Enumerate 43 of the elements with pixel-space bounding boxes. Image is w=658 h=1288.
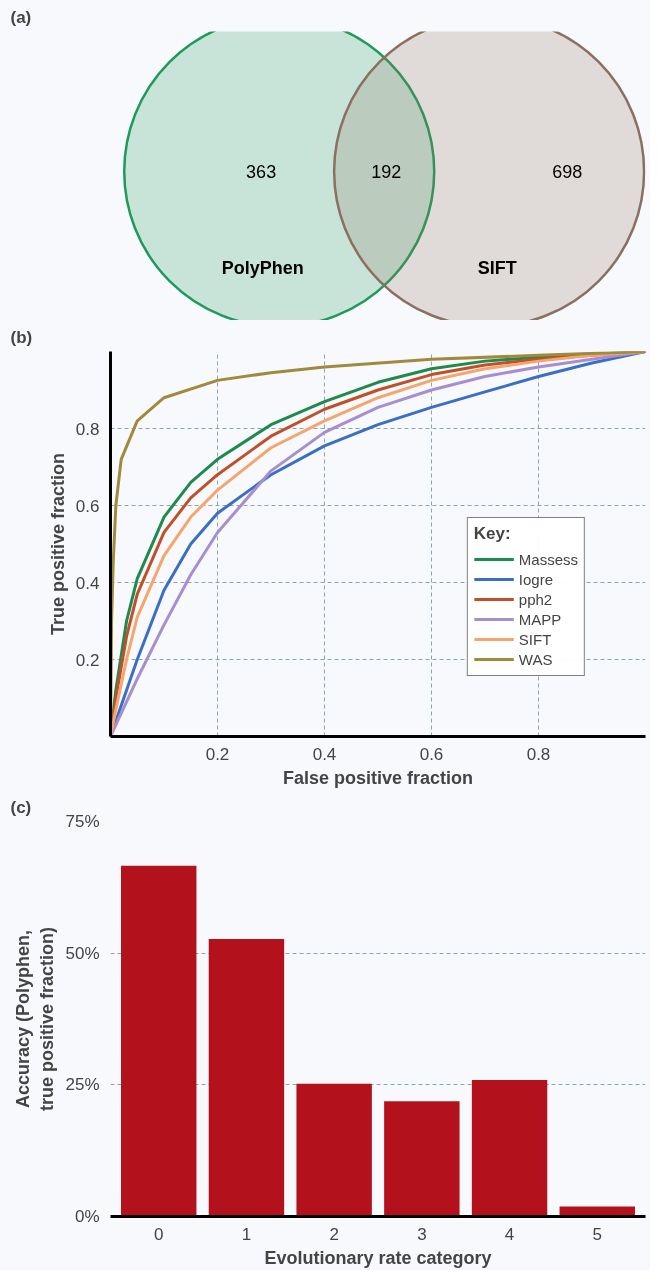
category-label: PolyPhen — [221, 258, 304, 279]
x-tick-label: 0 — [154, 1224, 164, 1244]
x-tick-label: 4 — [504, 1224, 515, 1244]
text: (c) — [10, 797, 32, 817]
text: 192 — [371, 161, 402, 182]
y-axis-title: Accuracy (Polyphen, true positive fraction) — [13, 926, 58, 1112]
bar — [208, 938, 285, 1217]
legend-label: Massess — [518, 550, 578, 568]
legend-label: SIFT — [518, 630, 552, 648]
x-tick-label: 2 — [329, 1224, 339, 1244]
legend-title: Key: — [473, 524, 512, 544]
y-tick-label: 0% — [74, 1207, 100, 1226]
legend-label: Iogre — [518, 570, 554, 588]
text: (b) — [10, 327, 33, 347]
x-tick-label: 0.2 — [205, 744, 230, 764]
x-tick-label: 0.8 — [526, 744, 551, 764]
x-axis-title: Evolutionary rate category — [264, 1247, 492, 1268]
legend-label: MAPP — [518, 610, 562, 628]
y-tick-label: 0.8 — [75, 419, 100, 439]
bar — [121, 865, 197, 1217]
y-tick-label: 50% — [65, 943, 100, 963]
x-tick-label: 5 — [592, 1224, 602, 1244]
text: 363 — [246, 161, 277, 182]
y-tick-label: 0.2 — [75, 650, 100, 670]
x-tick-label: 0.6 — [419, 744, 444, 764]
bar — [296, 1083, 372, 1217]
y-tick-label: 75% — [65, 812, 100, 831]
bar — [384, 1101, 460, 1217]
y-tick-label: 25% — [65, 1075, 100, 1095]
x-axis-title: False positive fraction — [282, 767, 474, 788]
text: 698 — [552, 161, 583, 182]
y-tick-label: 0.6 — [75, 496, 100, 516]
x-tick-label: 3 — [417, 1224, 427, 1244]
bar — [471, 1080, 548, 1217]
y-tick-label: 0.4 — [75, 573, 100, 593]
legend-label: pph2 — [518, 590, 553, 608]
x-tick-label: 0.4 — [312, 744, 337, 764]
y-axis-title: True positive fraction — [47, 452, 68, 636]
category-label: SIFT — [477, 258, 517, 279]
legend-label: WAS — [518, 650, 553, 668]
text: (a) — [10, 7, 32, 27]
x-tick-label: 1 — [241, 1224, 252, 1244]
line-series — [110, 351, 646, 737]
